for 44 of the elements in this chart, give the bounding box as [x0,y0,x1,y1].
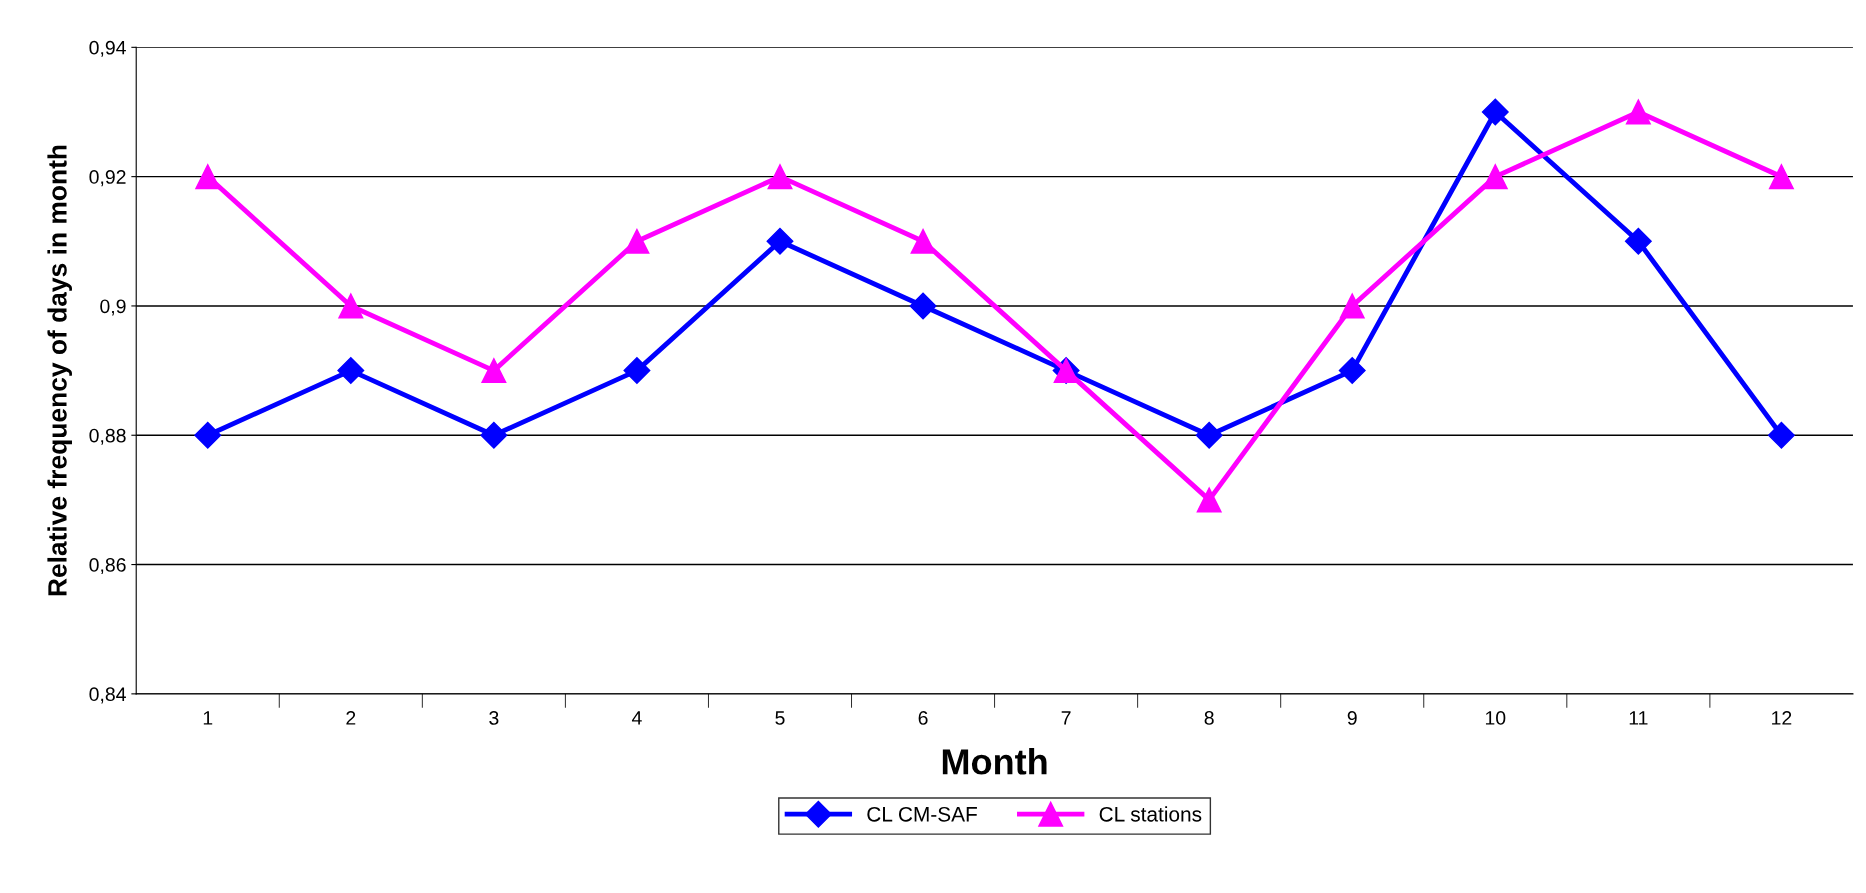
point [767,164,793,190]
x-tick-label: 8 [1204,711,1214,725]
y-axis-title: Relative frequency of days in month [47,145,72,596]
x-tick-label: 5 [775,711,785,725]
point [195,164,221,190]
x-tick-label: 12 [1772,711,1792,725]
y-tick-label: 0,94 [89,40,126,57]
x-tick-label: 4 [631,711,642,725]
x-tick-label: 10 [1485,711,1506,725]
point [338,293,364,319]
point [1624,227,1652,255]
point [481,358,507,384]
point [1338,357,1366,385]
point [623,357,651,385]
point [1196,487,1222,513]
point [910,228,936,254]
x-tick-label: 3 [489,711,499,725]
point [1767,421,1795,449]
x-tick-label: 6 [918,711,928,725]
point [337,357,365,385]
y-tick-label: 0,9 [100,299,126,316]
y-tick-label: 0,84 [89,687,126,704]
x-tick-label: 7 [1061,711,1071,725]
point [766,227,794,255]
point [624,228,650,254]
x-tick-label: 11 [1629,711,1648,725]
y-tick-label: 0,88 [89,428,126,445]
y-tick-label: 0,92 [89,170,126,187]
x-tick-label: 9 [1347,711,1357,725]
point [194,421,222,449]
x-tick-label: 2 [346,711,356,725]
point [1625,99,1651,125]
y-tick-label: 0,86 [89,558,126,575]
legend-label: CL stations [1099,806,1202,822]
point [1768,164,1794,190]
point [1195,421,1223,449]
point [1482,164,1508,190]
point [1339,293,1365,319]
point [909,292,937,320]
point [1481,98,1509,126]
point [480,421,508,449]
x-tick-label: 1 [203,711,213,725]
legend-label: CL CM-SAF [867,806,977,822]
x-axis-title: Month [942,748,1047,775]
